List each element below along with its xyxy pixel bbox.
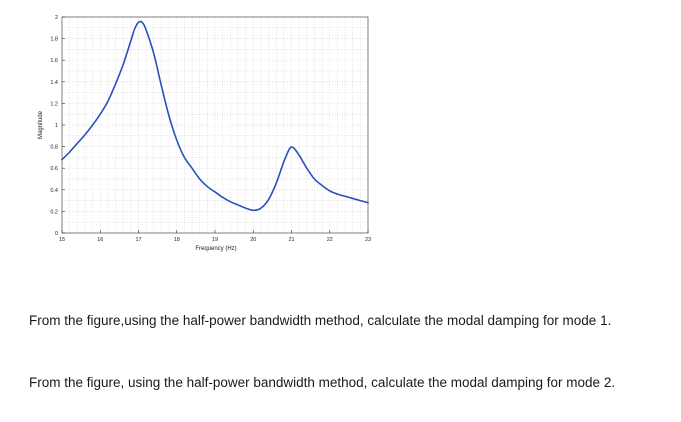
y-tick-label: 1 — [55, 123, 58, 129]
x-tick-label: 22 — [327, 237, 333, 243]
x-tick-label: 16 — [97, 237, 103, 243]
y-tick-label: 1.4 — [50, 80, 58, 86]
x-tick-label: 18 — [174, 237, 180, 243]
grid — [61, 16, 369, 234]
x-tick-label: 20 — [250, 237, 256, 243]
y-tick-label: 1.2 — [50, 101, 58, 107]
x-tick-label: 21 — [288, 237, 294, 243]
x-tick-label: 23 — [365, 237, 371, 243]
question-mode-2: From the figure, using the half-power ba… — [29, 375, 616, 390]
magnitude-curve — [61, 20, 369, 212]
question-mode-1: From the figure,using the half-power ban… — [29, 313, 612, 328]
x-axis-label: Frequency (Hz) — [195, 246, 236, 252]
y-tick-label: 1.6 — [50, 58, 58, 64]
x-tick-label: 15 — [59, 237, 65, 243]
y-tick-label: 0.8 — [50, 145, 58, 151]
y-tick-label: 0 — [55, 231, 58, 237]
x-tick-label: 19 — [212, 237, 218, 243]
y-tick-label: 0.6 — [50, 166, 58, 172]
y-tick-label: 0.4 — [50, 188, 58, 194]
axis-ticks: 15 16 17 18 19 20 21 22 23 0 0.2 0.4 0.6 0.8 1 1.2 1.4 1.… — [50, 15, 371, 243]
y-tick-label: 0.2 — [50, 209, 58, 215]
x-tick-label: 17 — [135, 237, 141, 243]
y-axis-label: Magnitude — [38, 110, 44, 139]
y-tick-label: 2 — [55, 15, 58, 21]
y-tick-label: 1.8 — [50, 37, 58, 43]
